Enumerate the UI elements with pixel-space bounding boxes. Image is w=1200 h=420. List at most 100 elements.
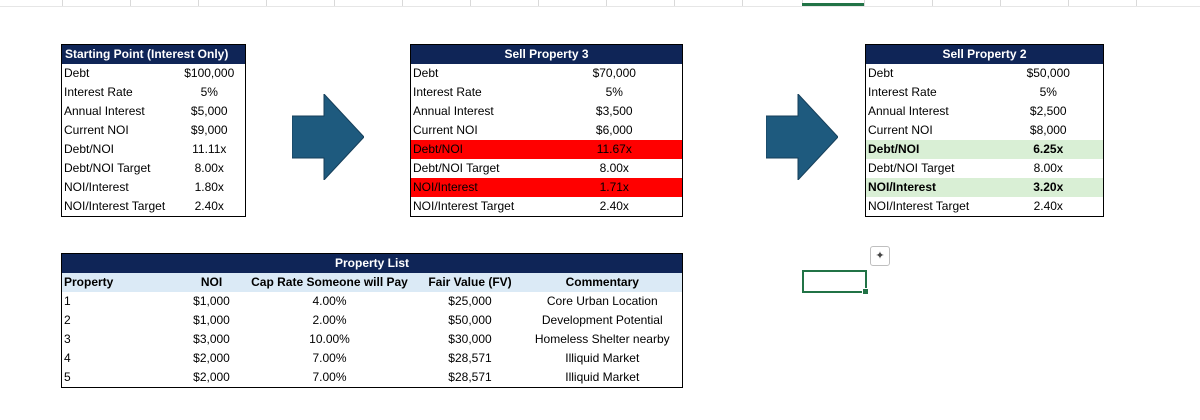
cap-rate-cell[interactable]: 4.00% xyxy=(312,294,347,308)
commentary-cell[interactable]: Illiquid Market xyxy=(565,351,640,365)
row-value[interactable]: 11.67x xyxy=(546,140,683,159)
row-value[interactable]: $9,000 xyxy=(190,123,228,137)
gridline xyxy=(538,0,539,6)
selected-cell[interactable] xyxy=(802,270,867,293)
row-value[interactable]: 8.00x xyxy=(1033,161,1063,175)
row-label[interactable]: Debt xyxy=(868,66,894,80)
col-header-noi[interactable]: NOI xyxy=(181,273,242,292)
noi-cell[interactable]: $2,000 xyxy=(193,351,230,365)
row-value[interactable]: 2.40x xyxy=(1033,199,1063,213)
row-value[interactable]: $8,000 xyxy=(1029,123,1067,137)
sell-property-2-table: Sell Property 2 Debt $50,000 Interest Rat… xyxy=(865,44,1105,217)
row-label[interactable]: Debt/NOI Target xyxy=(64,161,151,175)
row-label[interactable]: NOI/Interest xyxy=(64,180,129,194)
col-header-property[interactable]: Property xyxy=(61,273,182,292)
row-value[interactable]: $2,500 xyxy=(1029,104,1067,118)
property-list-title[interactable]: Property List xyxy=(61,253,683,273)
debt-noi-ok-row: Debt/NOI 6.25x xyxy=(865,140,1104,159)
cap-rate-cell[interactable]: 2.00% xyxy=(312,313,347,327)
row-label[interactable]: NOI/Interest xyxy=(865,178,994,197)
property-id[interactable]: 2 xyxy=(64,313,71,327)
row-value[interactable]: 2.40x xyxy=(599,199,629,213)
row-label[interactable]: NOI/Interest xyxy=(410,178,547,197)
row-label[interactable]: NOI/Interest Target xyxy=(64,199,166,213)
row-value[interactable]: 1.80x xyxy=(194,180,224,194)
noi-cell[interactable]: $2,000 xyxy=(193,370,230,384)
commentary-cell[interactable]: Homeless Shelter nearby xyxy=(534,332,670,346)
sell-property-3-title[interactable]: Sell Property 3 xyxy=(410,44,683,64)
quick-analysis-icon[interactable]: ✦ xyxy=(870,246,890,266)
fair-value-cell[interactable]: $25,000 xyxy=(448,294,492,308)
property-id[interactable]: 3 xyxy=(64,332,71,346)
gridline xyxy=(402,0,403,6)
fill-handle[interactable] xyxy=(862,288,869,295)
row-value[interactable]: 5% xyxy=(605,85,623,99)
fair-value-cell[interactable]: $28,571 xyxy=(448,351,492,365)
row-label[interactable]: Current NOI xyxy=(413,123,478,137)
row-label[interactable]: Interest Rate xyxy=(413,85,482,99)
row-value[interactable]: $100,000 xyxy=(184,66,235,80)
gridline xyxy=(932,0,933,6)
col-header-fair-value[interactable]: Fair Value (FV) xyxy=(417,273,523,292)
col-header-commentary[interactable]: Commentary xyxy=(522,273,683,292)
row-label[interactable]: Debt/NOI xyxy=(865,140,994,159)
commentary-cell[interactable]: Core Urban Location xyxy=(546,294,658,308)
table-row: 3 $3,000 10.00% $30,000 Homeless Shelter… xyxy=(62,330,683,349)
row-value[interactable]: $50,000 xyxy=(1026,66,1070,80)
row-label[interactable]: Interest Rate xyxy=(64,85,133,99)
row-value[interactable]: 5% xyxy=(1039,85,1057,99)
noi-interest-alert-row: NOI/Interest 1.71x xyxy=(410,178,683,197)
gridline xyxy=(742,0,743,6)
row-label[interactable]: Annual Interest xyxy=(64,104,145,118)
property-id[interactable]: 4 xyxy=(64,351,71,365)
row-value[interactable]: 3.20x xyxy=(993,178,1104,197)
row-value[interactable]: 11.11x xyxy=(192,142,227,156)
noi-cell[interactable]: $3,000 xyxy=(193,332,230,346)
row-label[interactable]: NOI/Interest Target xyxy=(868,199,970,213)
row-value[interactable]: 6.25x xyxy=(993,140,1104,159)
row-label[interactable]: Current NOI xyxy=(64,123,129,137)
fair-value-cell[interactable]: $50,000 xyxy=(448,313,492,327)
row-label[interactable]: Debt/NOI Target xyxy=(413,161,500,175)
property-id[interactable]: 1 xyxy=(64,294,71,308)
noi-interest-ok-row: NOI/Interest 3.20x xyxy=(865,178,1104,197)
row-value[interactable]: 1.71x xyxy=(546,178,683,197)
row-value[interactable]: 2.40x xyxy=(194,199,224,213)
cap-rate-cell[interactable]: 7.00% xyxy=(312,370,347,384)
gridline xyxy=(864,0,865,6)
fair-value-cell[interactable]: $30,000 xyxy=(448,332,492,346)
row-value[interactable]: 5% xyxy=(200,85,218,99)
noi-cell[interactable]: $1,000 xyxy=(193,294,230,308)
gridline xyxy=(266,0,267,6)
gridline xyxy=(1068,0,1069,6)
row-label[interactable]: NOI/Interest Target xyxy=(413,199,515,213)
starting-point-title[interactable]: Starting Point (Interest Only) xyxy=(61,44,246,64)
row-value[interactable]: $3,500 xyxy=(595,104,633,118)
row-value[interactable]: 8.00x xyxy=(599,161,629,175)
commentary-cell[interactable]: Development Potential xyxy=(541,313,663,327)
starting-point-table: Starting Point (Interest Only) Debt $100,… xyxy=(61,44,246,217)
row-label[interactable]: Debt xyxy=(64,66,90,80)
property-id[interactable]: 5 xyxy=(64,370,71,384)
gridline xyxy=(470,0,471,6)
row-label[interactable]: Annual Interest xyxy=(868,104,949,118)
row-label[interactable]: Debt/NOI Target xyxy=(868,161,955,175)
row-label[interactable]: Interest Rate xyxy=(868,85,937,99)
row-value[interactable]: $70,000 xyxy=(592,66,636,80)
cap-rate-cell[interactable]: 7.00% xyxy=(312,351,347,365)
noi-cell[interactable]: $1,000 xyxy=(193,313,230,327)
commentary-cell[interactable]: Illiquid Market xyxy=(565,370,640,384)
row-value[interactable]: 8.00x xyxy=(194,161,224,175)
cap-rate-cell[interactable]: 10.00% xyxy=(309,332,350,346)
sell-property-2-title[interactable]: Sell Property 2 xyxy=(865,44,1104,64)
fair-value-cell[interactable]: $28,571 xyxy=(448,370,492,384)
row-label[interactable]: Debt xyxy=(413,66,439,80)
row-value[interactable]: $6,000 xyxy=(595,123,633,137)
gridline-top xyxy=(0,6,1200,7)
col-header-cap-rate[interactable]: Cap Rate Someone will Pay xyxy=(241,273,418,292)
row-label[interactable]: Debt/NOI xyxy=(64,142,115,156)
row-label[interactable]: Debt/NOI xyxy=(410,140,547,159)
row-label[interactable]: Current NOI xyxy=(868,123,933,137)
row-value[interactable]: $5,000 xyxy=(190,104,228,118)
row-label[interactable]: Annual Interest xyxy=(413,104,494,118)
